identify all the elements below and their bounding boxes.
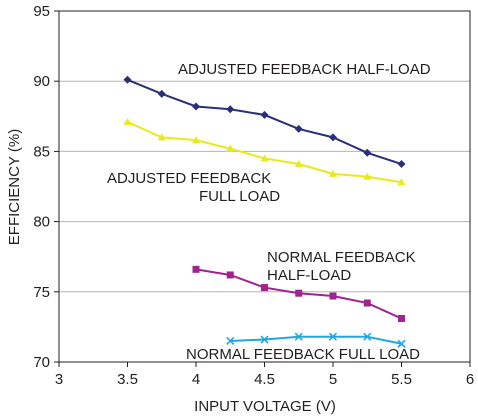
data-point xyxy=(329,292,337,300)
data-point xyxy=(397,160,406,169)
y-tick-label: 75 xyxy=(33,284,50,301)
data-point xyxy=(157,89,166,98)
data-point xyxy=(329,133,337,142)
x-axis-title: INPUT VOLTAGE (V) xyxy=(194,398,336,415)
x-tick-label: 4 xyxy=(192,371,200,388)
series-lines xyxy=(123,75,406,348)
data-point xyxy=(397,339,406,348)
data-point xyxy=(192,136,200,144)
y-tick-label: 85 xyxy=(33,143,50,160)
data-point xyxy=(398,314,405,322)
data-point xyxy=(363,299,371,307)
data-point xyxy=(294,124,303,133)
x-tick-label: 6 xyxy=(466,371,474,388)
series-4 xyxy=(226,332,406,348)
data-point xyxy=(260,335,269,344)
x-tick-label: 5.5 xyxy=(391,371,412,388)
y-tick-label: 80 xyxy=(33,214,50,231)
y-tick-label: 95 xyxy=(33,3,50,20)
data-point xyxy=(329,169,337,177)
data-point xyxy=(123,117,132,125)
data-point xyxy=(363,148,372,157)
data-point xyxy=(226,336,235,346)
data-point xyxy=(192,102,200,111)
y-tick-label: 70 xyxy=(33,354,50,371)
y-axis-title: EFFICIENCY (%) xyxy=(6,129,23,245)
x-tick-label: 4.5 xyxy=(254,371,275,388)
data-point xyxy=(294,160,303,168)
data-point xyxy=(226,144,235,152)
y-tick-label: 90 xyxy=(33,73,50,90)
x-tick-label: 3 xyxy=(55,371,63,388)
data-point xyxy=(363,332,372,341)
annotation-adjusted-half-load: ADJUSTED FEEDBACK HALF-LOAD xyxy=(178,61,431,78)
data-point xyxy=(294,332,303,341)
data-point xyxy=(397,178,406,186)
annotation-normal-half-load-line1: NORMAL FEEDBACK xyxy=(267,249,416,266)
data-point xyxy=(295,289,303,297)
data-point xyxy=(260,154,269,162)
data-point xyxy=(157,133,166,141)
annotation-adjusted-full-load-line1: ADJUSTED FEEDBACK xyxy=(107,170,271,187)
x-tick-label: 3.5 xyxy=(117,371,138,388)
annotation-normal-full-load: NORMAL FEEDBACK FULL LOAD xyxy=(186,346,420,363)
axis-ticks: 70 75 80 85 90 95 3 3.5 4 4.5 5 5.5 6 xyxy=(33,3,474,388)
annotation-adjusted-full-load-line2: FULL LOAD xyxy=(199,188,280,205)
series-2 xyxy=(123,117,406,186)
data-point xyxy=(123,75,132,84)
series-line xyxy=(230,335,402,345)
data-point xyxy=(226,271,234,279)
data-point xyxy=(260,110,269,119)
data-point xyxy=(192,265,200,273)
data-point xyxy=(226,105,235,114)
data-point xyxy=(363,172,372,180)
annotation-normal-half-load-line2: HALF-LOAD xyxy=(267,267,351,284)
series-3 xyxy=(192,265,405,322)
data-point xyxy=(328,332,338,341)
data-point xyxy=(261,284,268,292)
series-1 xyxy=(123,75,406,169)
x-tick-label: 5 xyxy=(329,371,337,388)
